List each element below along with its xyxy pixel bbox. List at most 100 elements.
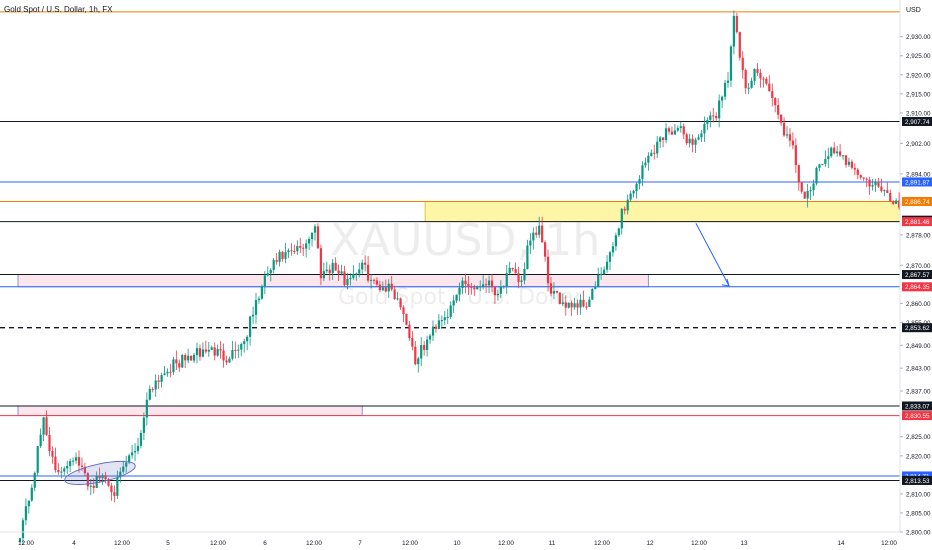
candle-body: [437, 320, 440, 329]
candle-body: [423, 345, 426, 350]
candle-body: [664, 128, 668, 140]
candle-body: [408, 324, 411, 339]
candle-body: [464, 280, 467, 285]
y-tick-label: 2,810.00: [906, 491, 931, 498]
candle-body: [387, 283, 390, 292]
candle-body: [673, 130, 676, 135]
y-tick-label: 2,849.00: [906, 343, 931, 350]
candle-body: [726, 80, 730, 83]
candle-body: [847, 161, 851, 165]
watermark-symbol: XAUUSD, 1h: [330, 215, 601, 266]
candle-body: [523, 268, 526, 281]
candle-body: [364, 262, 367, 265]
candle-body: [824, 159, 827, 164]
candle-body: [461, 280, 464, 288]
y-tick-label: 2,925.00: [906, 53, 931, 60]
candle-body: [771, 91, 774, 99]
candle-body: [405, 314, 408, 325]
arrow-head: [721, 278, 730, 287]
candle-body: [74, 457, 78, 461]
candle-body: [192, 354, 196, 361]
candle-body: [898, 200, 901, 208]
candle-body: [706, 120, 709, 124]
candle-body: [555, 290, 558, 293]
candle-body: [458, 287, 461, 295]
candle-body: [629, 193, 632, 200]
candle-body: [688, 138, 691, 144]
candle-body: [263, 275, 266, 287]
price-badge: [902, 116, 932, 126]
candle-body: [620, 208, 623, 229]
x-tick-label: 12:00: [18, 540, 34, 547]
candle-body: [479, 286, 482, 288]
candle-body: [21, 520, 25, 539]
candle-body: [116, 477, 119, 496]
candle-body: [122, 466, 125, 472]
candle-body: [367, 264, 370, 281]
candle-body: [42, 417, 45, 435]
x-tick-label: 12:00: [114, 540, 130, 547]
candle-body: [895, 200, 898, 204]
candle-body: [623, 208, 626, 211]
candle-body: [499, 286, 502, 294]
candle-body: [585, 306, 588, 308]
price-badge-label: 2,833.07: [905, 403, 930, 410]
candle-body: [889, 192, 892, 202]
candle-body: [709, 115, 712, 121]
candle-body: [249, 316, 252, 337]
candle-body: [98, 476, 101, 479]
candle-body: [549, 283, 553, 294]
candle-body: [51, 451, 54, 457]
candle-body: [868, 179, 871, 187]
candle-body: [378, 284, 381, 291]
candle-body: [632, 190, 635, 194]
candle-body: [871, 185, 874, 187]
candle-body: [647, 155, 650, 163]
candle-body: [148, 388, 151, 400]
candle-body: [369, 279, 373, 281]
candle-body: [195, 348, 199, 355]
candle-body: [729, 46, 733, 81]
candle-body: [72, 460, 75, 462]
candle-body: [213, 347, 216, 356]
x-tick-label: 12:00: [691, 540, 707, 547]
y-tick-label: 2,878.00: [906, 232, 931, 239]
candle-body: [626, 199, 629, 211]
candle-body: [228, 358, 231, 363]
candle-body: [125, 462, 128, 467]
candle-body: [184, 355, 187, 361]
candle-body: [54, 456, 57, 470]
x-tick-label: 4: [72, 540, 76, 547]
y-tick-label: 2,820.00: [906, 453, 931, 460]
candle-body: [859, 174, 862, 178]
candle-body: [785, 134, 789, 136]
candle-body: [266, 273, 269, 276]
candle-body: [567, 302, 570, 308]
candle-body: [877, 181, 880, 187]
candle-body: [316, 226, 320, 249]
candle-body: [142, 417, 145, 433]
candle-body: [800, 182, 803, 192]
candle-body: [257, 298, 261, 301]
candle-body: [865, 178, 868, 180]
price-axis[interactable]: 2,930.00 2,925.00 2,920.00 2,915.00 2,910.00…: [899, 0, 932, 550]
candle-body: [154, 380, 157, 390]
candle-body: [296, 246, 299, 252]
candle-body: [151, 388, 154, 390]
candle-body: [281, 251, 284, 259]
candle-body: [608, 252, 612, 262]
candle-body: [278, 251, 281, 262]
candle-body: [269, 269, 272, 274]
candle-body: [517, 273, 520, 282]
candle-body: [485, 284, 488, 286]
candle-body: [850, 161, 853, 168]
candle-body: [113, 492, 116, 496]
candle-body: [538, 225, 541, 235]
candle-body: [39, 434, 42, 447]
candle-body: [310, 232, 314, 240]
candle-body: [107, 479, 110, 486]
price-badge-label: 2,853.62: [905, 325, 930, 332]
time-axis[interactable]: 12:00 4 12:00 5 12:00 6 12:00 7 12:00 10 12:00 11 12…: [0, 531, 900, 547]
candle-body: [166, 371, 169, 374]
